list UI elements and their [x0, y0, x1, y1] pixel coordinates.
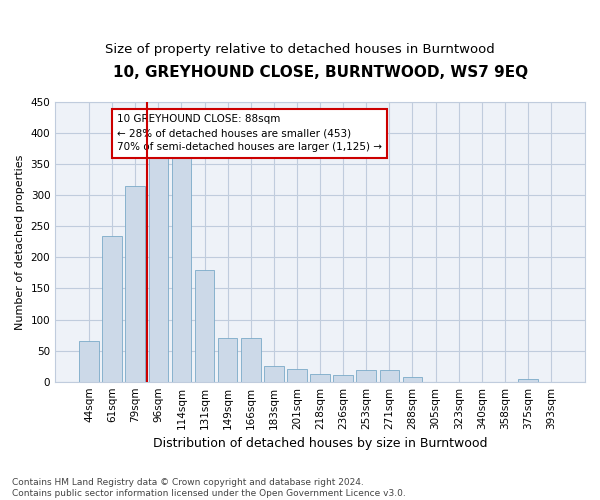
Bar: [287, 370, 307, 382]
Bar: [380, 370, 399, 382]
Bar: [172, 155, 191, 382]
Y-axis label: Number of detached properties: Number of detached properties: [15, 154, 25, 330]
Bar: [403, 378, 422, 382]
Bar: [103, 236, 122, 382]
Bar: [518, 378, 538, 382]
Bar: [195, 270, 214, 382]
Bar: [218, 338, 238, 382]
Bar: [310, 374, 330, 382]
Bar: [241, 338, 260, 382]
Bar: [125, 186, 145, 382]
Bar: [334, 376, 353, 382]
Text: Contains HM Land Registry data © Crown copyright and database right 2024.
Contai: Contains HM Land Registry data © Crown c…: [12, 478, 406, 498]
Title: 10, GREYHOUND CLOSE, BURNTWOOD, WS7 9EQ: 10, GREYHOUND CLOSE, BURNTWOOD, WS7 9EQ: [113, 65, 527, 80]
Text: Size of property relative to detached houses in Burntwood: Size of property relative to detached ho…: [105, 42, 495, 56]
Bar: [149, 155, 168, 382]
Bar: [79, 342, 99, 382]
Bar: [264, 366, 284, 382]
Text: 10 GREYHOUND CLOSE: 88sqm
← 28% of detached houses are smaller (453)
70% of semi: 10 GREYHOUND CLOSE: 88sqm ← 28% of detac…: [117, 114, 382, 152]
X-axis label: Distribution of detached houses by size in Burntwood: Distribution of detached houses by size …: [153, 437, 487, 450]
Bar: [356, 370, 376, 382]
